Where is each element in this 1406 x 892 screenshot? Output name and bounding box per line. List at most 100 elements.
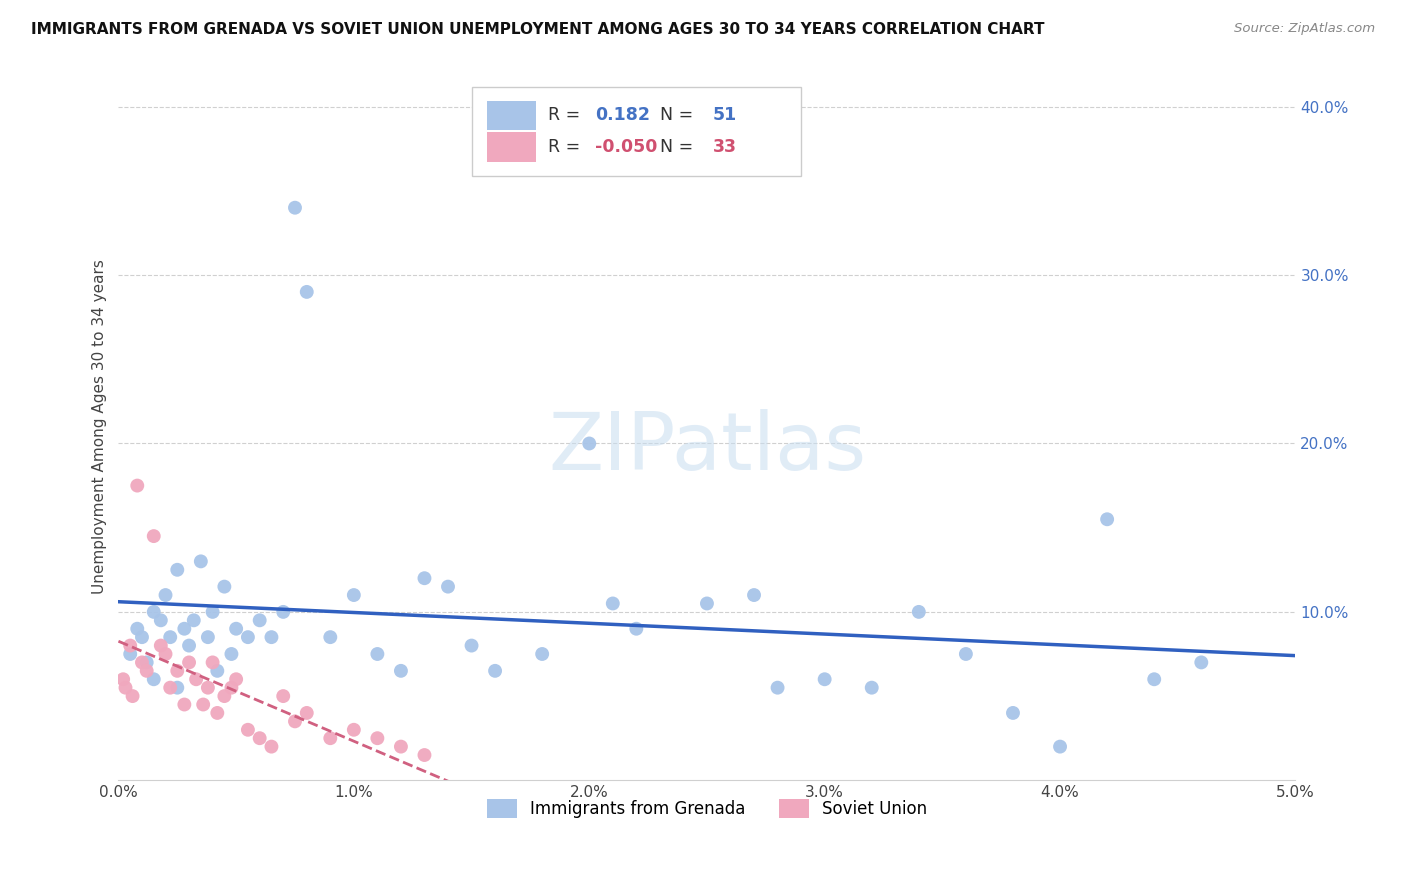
Point (742, 588, 765, 602)
Point (295, 706, 318, 720)
Point (1001, 706, 1024, 720)
Point (121, 689, 143, 703)
Text: ZIPatlas: ZIPatlas (548, 409, 866, 487)
Point (271, 605, 294, 619)
Point (221, 681, 243, 695)
Point (955, 647, 977, 661)
Point (201, 605, 224, 619)
Point (142, 529, 165, 543)
Point (437, 580, 460, 594)
Point (460, 639, 482, 653)
Point (201, 656, 224, 670)
Point (197, 630, 219, 644)
Point (131, 656, 153, 670)
Point (343, 723, 366, 737)
Text: 51: 51 (713, 106, 737, 124)
Text: IMMIGRANTS FROM GRENADA VS SOVIET UNION UNEMPLOYMENT AMONG AGES 30 TO 34 YEARS C: IMMIGRANTS FROM GRENADA VS SOVIET UNION … (31, 22, 1045, 37)
Point (696, 597, 718, 611)
Point (343, 588, 366, 602)
Point (389, 739, 412, 754)
Point (135, 656, 157, 670)
Point (236, 630, 259, 644)
Point (155, 588, 177, 602)
Point (142, 672, 165, 686)
Point (602, 597, 624, 611)
Point (166, 563, 188, 577)
Text: 0.182: 0.182 (595, 106, 650, 124)
Point (295, 285, 318, 299)
Point (319, 731, 342, 746)
Point (271, 689, 294, 703)
Text: N =: N = (659, 138, 699, 156)
Point (578, 436, 600, 450)
Legend: Immigrants from Grenada, Soviet Union: Immigrants from Grenada, Soviet Union (479, 792, 934, 825)
Point (214, 580, 236, 594)
Point (319, 630, 342, 644)
Point (177, 656, 200, 670)
Y-axis label: Unemployment Among Ages 30 to 34 years: Unemployment Among Ages 30 to 34 years (93, 260, 107, 594)
Point (193, 698, 215, 712)
Point (190, 554, 212, 568)
Point (260, 739, 283, 754)
Point (127, 622, 149, 636)
Point (413, 571, 436, 585)
FancyBboxPatch shape (471, 87, 801, 176)
Point (149, 639, 172, 653)
Point (225, 622, 247, 636)
Point (197, 681, 219, 695)
Point (131, 630, 153, 644)
Point (166, 664, 188, 678)
Text: -0.050: -0.050 (595, 138, 658, 156)
Point (207, 664, 229, 678)
Point (531, 647, 554, 661)
FancyBboxPatch shape (486, 101, 536, 130)
Point (120, 647, 142, 661)
Point (114, 681, 136, 695)
Point (366, 647, 388, 661)
Point (142, 605, 165, 619)
Point (207, 706, 229, 720)
Point (173, 622, 195, 636)
Text: N =: N = (659, 106, 699, 124)
Point (284, 714, 307, 729)
Point (1095, 512, 1118, 526)
Point (766, 681, 789, 695)
Point (214, 689, 236, 703)
Point (177, 639, 200, 653)
Point (260, 630, 283, 644)
Point (135, 664, 157, 678)
Point (127, 478, 149, 492)
Point (184, 672, 207, 686)
Point (626, 622, 648, 636)
Point (814, 672, 837, 686)
Point (249, 731, 271, 746)
Point (149, 613, 172, 627)
Point (389, 664, 412, 678)
Point (1189, 656, 1212, 670)
Point (173, 698, 195, 712)
Point (159, 681, 181, 695)
Point (183, 613, 205, 627)
Point (159, 630, 181, 644)
Point (249, 613, 271, 627)
Text: Source: ZipAtlas.com: Source: ZipAtlas.com (1234, 22, 1375, 36)
Point (221, 647, 243, 661)
Point (860, 681, 883, 695)
Point (907, 605, 929, 619)
FancyBboxPatch shape (486, 132, 536, 162)
Point (284, 201, 307, 215)
Point (166, 681, 188, 695)
Point (366, 731, 388, 746)
Point (413, 747, 436, 762)
Point (484, 664, 506, 678)
Text: 33: 33 (713, 138, 737, 156)
Point (155, 647, 177, 661)
Point (225, 672, 247, 686)
Point (1143, 672, 1166, 686)
Point (1049, 739, 1071, 754)
Text: R =: R = (548, 106, 586, 124)
Text: R =: R = (548, 138, 586, 156)
Point (120, 639, 142, 653)
Point (236, 723, 259, 737)
Point (112, 672, 135, 686)
